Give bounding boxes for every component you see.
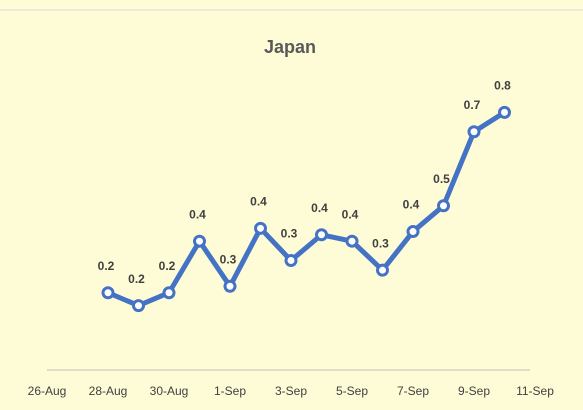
- data-label: 0.2: [159, 259, 176, 273]
- data-label: 0.5: [433, 172, 450, 186]
- chart-title: Japan: [264, 37, 316, 57]
- data-label: 0.4: [342, 207, 359, 221]
- x-tick-label: 30-Aug: [150, 384, 189, 398]
- data-label: 0.4: [189, 207, 206, 221]
- point-marker: [376, 263, 389, 277]
- point-marker: [101, 286, 115, 300]
- data-label: 0.3: [281, 227, 298, 241]
- point-marker: [223, 279, 237, 293]
- point-marker: [406, 225, 420, 239]
- x-tick-label: 26-Aug: [28, 384, 67, 398]
- x-tick-label: 11-Sep: [516, 384, 554, 398]
- data-label: 0.3: [372, 236, 389, 250]
- x-tick-label: 1-Sep: [214, 384, 246, 398]
- data-label: 0.4: [250, 194, 267, 208]
- data-label: 0.2: [98, 259, 115, 273]
- point-marker: [162, 286, 176, 300]
- point-marker: [193, 234, 206, 248]
- series-line: [105, 109, 507, 309]
- data-label: 0.4: [311, 201, 328, 215]
- point-marker: [284, 254, 298, 268]
- point-marker: [254, 221, 267, 235]
- point-marker: [467, 125, 481, 139]
- data-label: 0.8: [494, 79, 511, 93]
- data-label: 0.2: [128, 272, 145, 286]
- data-label: 0.3: [220, 252, 237, 266]
- x-tick-label: 7-Sep: [397, 384, 429, 398]
- point-marker: [437, 199, 450, 213]
- x-tick-label: 5-Sep: [336, 384, 368, 398]
- data-label: 0.4: [403, 198, 420, 212]
- point-marker: [345, 234, 359, 248]
- point-marker: [498, 105, 511, 119]
- point-marker: [132, 299, 145, 313]
- x-tick-label: 3-Sep: [275, 384, 307, 398]
- point-marker: [315, 228, 328, 242]
- x-tick-label: 9-Sep: [458, 384, 490, 398]
- x-tick-label: 28-Aug: [89, 384, 128, 398]
- data-label: 0.7: [464, 98, 481, 112]
